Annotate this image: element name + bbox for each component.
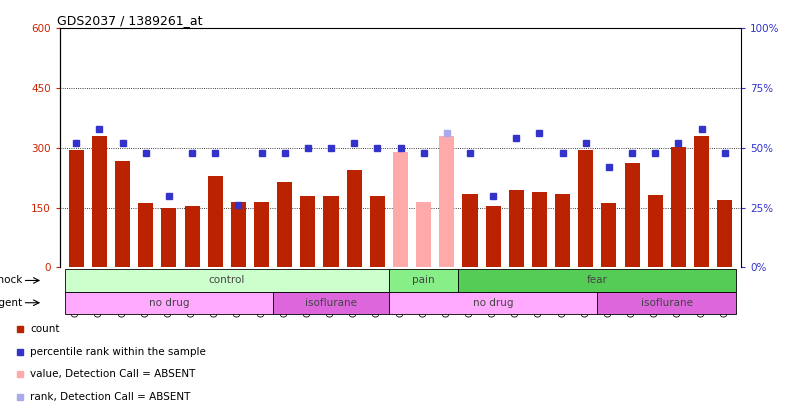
Bar bbox=[625, 163, 640, 267]
Text: no drug: no drug bbox=[473, 298, 513, 308]
Text: count: count bbox=[30, 324, 60, 334]
Bar bbox=[300, 196, 316, 267]
Bar bbox=[115, 160, 130, 267]
Text: rank, Detection Call = ABSENT: rank, Detection Call = ABSENT bbox=[30, 392, 191, 402]
Bar bbox=[393, 152, 408, 267]
Bar bbox=[717, 200, 732, 267]
Bar bbox=[485, 206, 501, 267]
Bar bbox=[92, 136, 107, 267]
Bar bbox=[458, 269, 736, 292]
Text: isoflurane: isoflurane bbox=[641, 298, 693, 308]
Bar bbox=[139, 203, 153, 267]
Bar bbox=[273, 292, 389, 314]
Text: isoflurane: isoflurane bbox=[305, 298, 357, 308]
Bar bbox=[69, 150, 84, 267]
Bar bbox=[370, 196, 384, 267]
Bar bbox=[417, 202, 431, 267]
Bar bbox=[65, 292, 273, 314]
Text: fear: fear bbox=[587, 275, 608, 286]
Bar bbox=[671, 147, 686, 267]
Bar bbox=[231, 202, 246, 267]
Bar bbox=[184, 207, 199, 267]
Bar bbox=[439, 136, 454, 267]
Text: shock: shock bbox=[0, 275, 22, 286]
Bar bbox=[65, 269, 389, 292]
Text: percentile rank within the sample: percentile rank within the sample bbox=[30, 347, 206, 357]
Bar bbox=[462, 194, 477, 267]
Text: GDS2037 / 1389261_at: GDS2037 / 1389261_at bbox=[57, 14, 202, 27]
Bar bbox=[207, 177, 223, 267]
Bar bbox=[324, 196, 339, 267]
Text: no drug: no drug bbox=[149, 298, 189, 308]
Text: control: control bbox=[208, 275, 245, 286]
Bar bbox=[602, 203, 617, 267]
Text: pain: pain bbox=[413, 275, 435, 286]
Bar bbox=[555, 194, 570, 267]
Bar bbox=[389, 292, 598, 314]
Bar bbox=[347, 170, 362, 267]
Bar bbox=[694, 136, 709, 267]
Bar bbox=[598, 292, 736, 314]
Bar bbox=[509, 190, 524, 267]
Bar bbox=[254, 202, 269, 267]
Bar bbox=[532, 192, 547, 267]
Bar bbox=[161, 208, 176, 267]
Bar bbox=[648, 195, 662, 267]
Text: value, Detection Call = ABSENT: value, Detection Call = ABSENT bbox=[30, 369, 195, 379]
Text: agent: agent bbox=[0, 298, 22, 308]
Bar bbox=[277, 182, 292, 267]
Bar bbox=[578, 150, 594, 267]
Bar bbox=[389, 269, 458, 292]
